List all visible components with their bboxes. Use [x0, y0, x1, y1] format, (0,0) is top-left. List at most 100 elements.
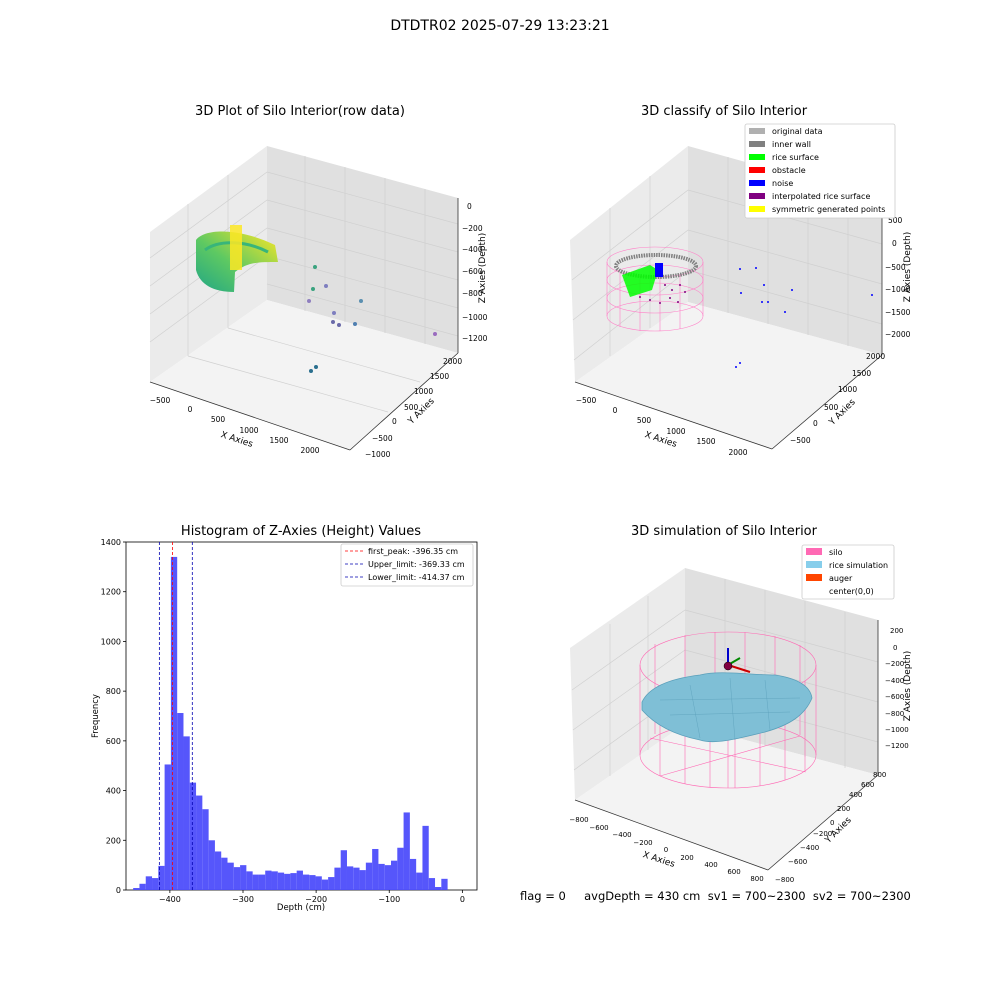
panel-sim-plot[interactable]: −800 −600 −400 −200 0 200 400 600 800 −8… — [500, 500, 1000, 1000]
sim-ztick: 200 — [890, 627, 903, 635]
raw-ytick: 500 — [404, 403, 419, 412]
raw-ztick: −1000 — [462, 313, 488, 322]
hist-bar — [403, 812, 410, 890]
panel-raw-plot[interactable]: −500 0 500 1000 1500 2000 −1000 −500 0 5… — [0, 0, 500, 500]
hist-bar — [221, 857, 228, 890]
raw-ytick: 2000 — [443, 357, 462, 366]
sim-xtick: −200 — [633, 839, 652, 847]
sim-xtick: 200 — [680, 854, 693, 862]
raw-zlabel: Z Axies (Depth) — [478, 233, 488, 304]
sim-rice-surface — [641, 672, 813, 743]
sim-xtick: 0 — [664, 846, 668, 854]
hist-ytick-label: 600 — [106, 737, 121, 746]
cls-back-wall-left — [570, 146, 688, 382]
cls-xtick: 1000 — [666, 427, 685, 436]
cls-ztick: −2000 — [885, 330, 911, 339]
cls-ztick: −500 — [885, 263, 906, 272]
hist-bars — [133, 556, 448, 890]
hist-bar — [177, 713, 184, 890]
hist-bar — [378, 863, 385, 890]
hist-bar — [202, 809, 209, 890]
sim-axes — [574, 620, 879, 871]
cls-rice-surface — [622, 263, 663, 297]
sim-ztick: −400 — [885, 677, 904, 685]
sim-legend-swatch — [806, 574, 822, 581]
cls-ztick: −1500 — [885, 308, 911, 317]
histogram-plot[interactable]: −400 −300 −200 −100 0 0 200 400 600 800 1000 1200 1… — [0, 500, 500, 1000]
cls-xtick: 500 — [637, 416, 652, 425]
hist-bar — [139, 883, 146, 890]
sim-ytick: −600 — [788, 858, 807, 866]
cls-legend-swatch — [749, 141, 765, 147]
hist-bar — [384, 865, 392, 890]
raw-xtick: 0 — [188, 405, 193, 414]
hist-bar — [145, 876, 153, 890]
hist-bar — [416, 872, 423, 890]
raw-point — [353, 322, 357, 326]
cls-legend-label: noise — [772, 179, 793, 188]
figure-title: DTDTR02 2025-07-29 13:23:21 — [390, 18, 610, 34]
sim-xtick: 600 — [727, 868, 740, 876]
hist-bar — [214, 851, 222, 890]
hist-bar — [315, 876, 322, 890]
cls-legend-swatch — [749, 193, 765, 199]
hist-legend-label: Lower_limit: -414.37 cm — [368, 573, 465, 582]
raw-axes — [149, 198, 459, 451]
hist-bar — [334, 867, 341, 890]
cls-legend-swatch — [749, 128, 765, 134]
hist-ytick-label: 200 — [106, 836, 121, 845]
raw-point — [313, 265, 317, 269]
sim-ytick: 800 — [873, 771, 886, 779]
cls-floor — [575, 302, 882, 449]
hist-title: Histogram of Z-Axies (Height) Values — [180, 524, 422, 539]
hist-xtick-label: −200 — [305, 895, 327, 904]
hist-bar — [133, 888, 140, 890]
raw-outlier-points — [307, 265, 437, 373]
hist-bar — [435, 887, 442, 890]
hist-bar — [183, 736, 190, 890]
hist-ytick-label: 400 — [106, 787, 121, 796]
sim-ytick: −200 — [813, 830, 832, 838]
hist-bar — [340, 850, 347, 890]
raw-ytick: 1500 — [430, 372, 449, 381]
hist-bar — [328, 877, 335, 890]
cls-xtick: 2000 — [728, 448, 747, 457]
hist-ytick-label: 1200 — [101, 588, 121, 597]
hist-xtick-label: −400 — [159, 895, 181, 904]
raw-xtick: −500 — [150, 396, 171, 405]
sim-ztick: −1200 — [885, 742, 909, 750]
raw-ytick: 0 — [392, 417, 397, 426]
sim-xtick: −800 — [569, 816, 588, 824]
hist-ytick-label: 800 — [106, 687, 121, 696]
raw-point — [433, 332, 437, 336]
raw-point — [331, 320, 335, 324]
cls-ztick: 0 — [892, 239, 897, 248]
hist-bar — [428, 878, 436, 890]
hist-bar — [284, 873, 291, 890]
hist-bar — [365, 862, 373, 890]
hist-xtick-label: 0 — [460, 895, 465, 904]
hist-bar — [290, 873, 297, 890]
cls-xtick: −500 — [576, 396, 597, 405]
sim-legend-label: auger — [829, 574, 853, 583]
sim-legend-label: center(0,0) — [829, 587, 874, 596]
sim-xtick: −600 — [589, 824, 608, 832]
sim-auger — [723, 648, 751, 673]
raw-point — [311, 287, 315, 291]
hist-bar — [359, 870, 366, 890]
sim-xtick: 400 — [704, 861, 717, 869]
raw-point — [337, 323, 341, 327]
cls-zlabel: Z Axies (Depth) — [903, 232, 913, 303]
sim-legend-swatch — [806, 561, 822, 568]
raw-point — [307, 299, 311, 303]
hist-bar — [265, 870, 272, 890]
sim-xtick: −400 — [612, 831, 631, 839]
cls-tick-labels: −500 0 500 1000 1500 2000 −500 0 500 100… — [576, 216, 911, 457]
hist-bar — [391, 860, 398, 890]
raw-floor — [150, 300, 458, 450]
hist-bar — [372, 848, 379, 890]
panel-classify-plot[interactable]: −500 0 500 1000 1500 2000 −500 0 500 100… — [500, 0, 1000, 500]
sim-ytick: 0 — [830, 819, 834, 827]
sim-ztick: −200 — [885, 660, 904, 668]
sim-ztick: −600 — [885, 693, 904, 701]
